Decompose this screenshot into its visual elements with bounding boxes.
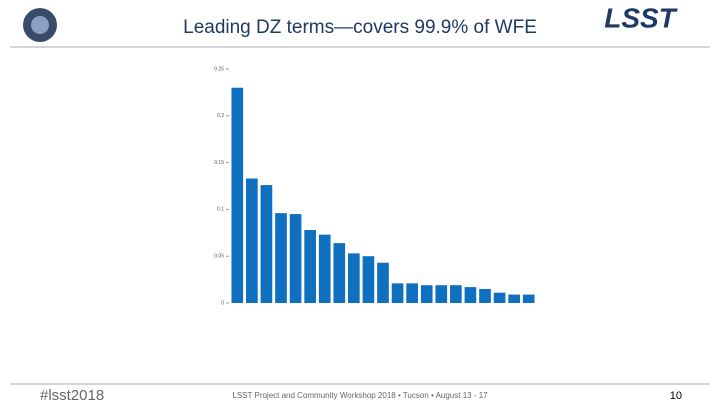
y-tick-label: 0.1 [217, 207, 224, 213]
bar [522, 294, 535, 303]
bar [450, 285, 462, 303]
bar [406, 283, 418, 303]
bar [304, 229, 316, 303]
bar [362, 256, 375, 303]
bar [289, 214, 302, 303]
left-logo [23, 8, 57, 42]
bar [464, 287, 477, 303]
hashtag: #lsst2018 [40, 387, 104, 404]
bar [260, 185, 273, 303]
y-tick-label: 0.05 [214, 254, 224, 260]
slide-title: Leading DZ terms—covers 99.9% of WFE [183, 17, 537, 38]
y-tick-label: 0.15 [214, 160, 224, 166]
page-number: 10 [670, 390, 682, 402]
bar [493, 292, 506, 303]
bar [348, 253, 360, 303]
y-tick-label: 0 [221, 300, 224, 306]
bar [479, 288, 491, 303]
logo-center [31, 16, 49, 34]
bar [435, 285, 448, 303]
bar [377, 262, 389, 303]
y-tick-label: 0.2 [217, 113, 224, 119]
bar [420, 285, 433, 303]
bar [318, 234, 331, 303]
chart: 0 0.05 0.1 0.15 0.2 0.25 [214, 66, 535, 306]
bar [275, 213, 287, 303]
event: LSST Project and Community Workshop 2018… [232, 391, 488, 400]
bar [333, 243, 346, 303]
bar [246, 178, 258, 303]
bar [391, 283, 404, 303]
bar [231, 87, 244, 303]
y-tick-label: 0.25 [214, 66, 224, 72]
bar [508, 294, 520, 303]
lsst-logo: LSST [604, 2, 678, 33]
